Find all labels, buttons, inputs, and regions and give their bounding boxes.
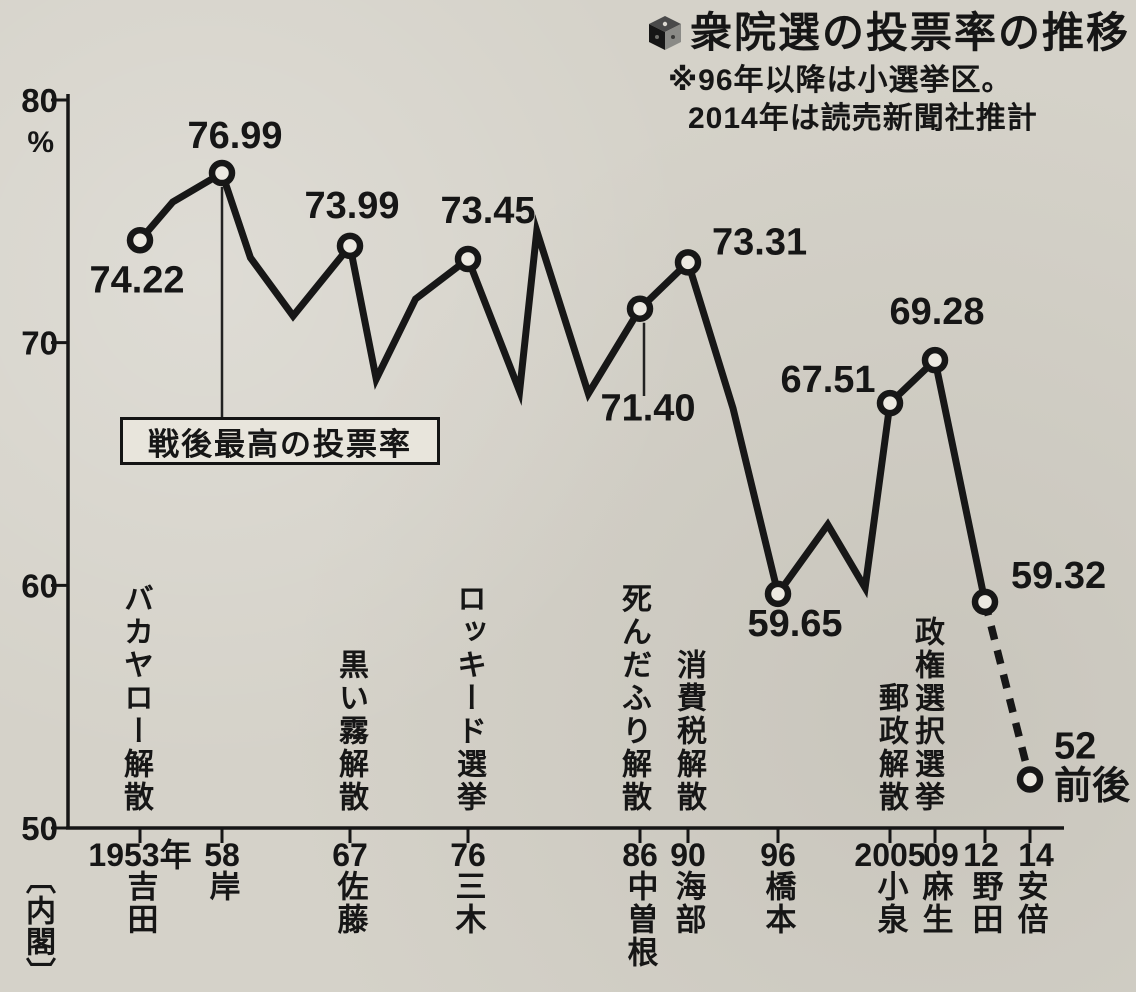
data-point-marker (208, 159, 236, 187)
data-point-marker (674, 249, 702, 276)
value-label: 76.99 (187, 115, 282, 157)
cabinet-row-header: 〔内閣〕 (21, 864, 54, 988)
x-year-label: 90 (670, 837, 706, 873)
value-label: 73.99 (304, 185, 399, 227)
data-point-marker (126, 227, 154, 254)
title-block: 衆院選の投票率の推移 (648, 12, 1130, 54)
x-year-label: 2005 (854, 837, 925, 873)
x-year-label: 14 (1018, 837, 1054, 873)
x-year-label: 09 (923, 837, 959, 873)
value-label: 67.51 (780, 359, 875, 401)
value-label: 73.31 (712, 221, 807, 263)
cube-icon (648, 15, 682, 51)
x-year-label: 96 (760, 837, 796, 873)
turnout-line (137, 167, 989, 603)
data-point-marker (454, 245, 482, 273)
value-label: 59.65 (747, 603, 842, 645)
value-label: 前後 (1054, 765, 1131, 807)
note-block: ※96年以降は小選挙区。 2014年は読売新聞社推計 (668, 62, 1038, 137)
data-point-marker (1016, 766, 1044, 793)
value-label: 69.28 (889, 291, 984, 333)
value-label: 59.32 (1011, 555, 1106, 597)
x-year-label: 58 (204, 837, 240, 873)
y-tick-label: 60 (21, 567, 58, 604)
x-year-label: 12 (963, 837, 999, 873)
data-point-marker (921, 346, 949, 374)
x-year-label: 76 (450, 837, 486, 873)
data-point-marker (626, 295, 654, 322)
y-tick-label: 50 (21, 810, 58, 847)
y-tick-label: 70 (21, 325, 58, 362)
x-year-label: 86 (622, 837, 658, 873)
value-label: 74.22 (89, 259, 184, 301)
value-label: 73.45 (440, 190, 535, 232)
turnout-line-dashed-estimate (981, 600, 1034, 781)
value-label: 52 (1054, 725, 1096, 767)
note-line-1: ※96年以降は小選挙区。 (668, 64, 1013, 97)
y-tick-label: 80 (21, 82, 58, 119)
annotation-box: 戦後最高の投票率 (120, 417, 440, 465)
note-line-2: 2014年は読売新聞社推計 (688, 101, 1038, 135)
data-point-marker (876, 389, 904, 417)
chart-title: 衆院選の投票率の推移 (689, 9, 1130, 56)
x-year-label: 1953年 (88, 837, 191, 873)
data-point-marker (336, 232, 364, 260)
y-axis-unit: % (27, 126, 54, 159)
x-year-label: 67 (332, 837, 368, 873)
data-point-marker (764, 580, 792, 608)
data-point-marker (971, 588, 999, 616)
value-label: 71.40 (600, 388, 695, 430)
